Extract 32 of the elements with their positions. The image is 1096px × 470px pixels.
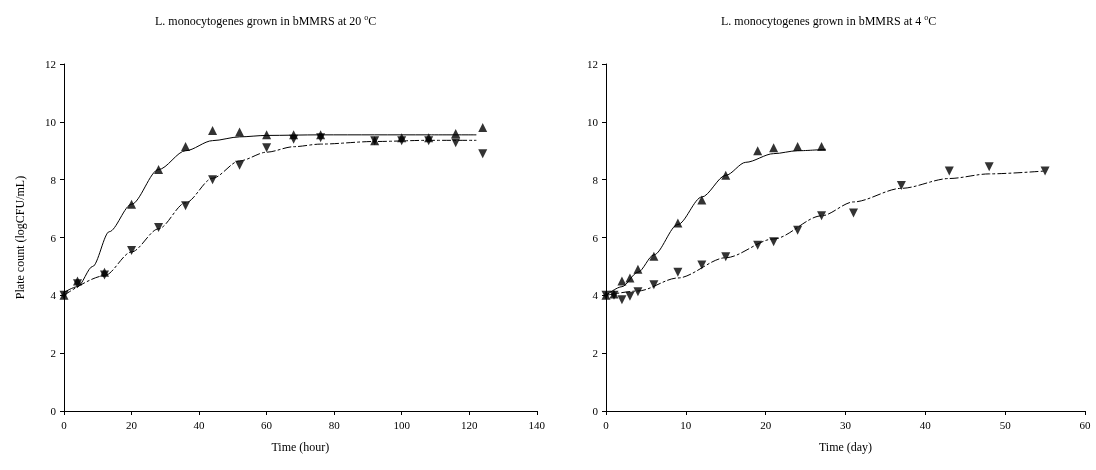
x-axis-title: Time (day)	[818, 440, 873, 454]
y-tick-label: 0	[50, 405, 57, 417]
x-tick-label: 20	[760, 418, 772, 431]
x-axis-title: Time (hour)	[271, 440, 330, 454]
x-tick-label: 60	[1079, 418, 1091, 431]
x-tick-label: 40	[919, 418, 932, 431]
x-tick-label: 120	[460, 418, 478, 431]
x-tick-label: 0	[61, 418, 68, 431]
y-axis-title: Plate count (logCFU/mL)	[13, 175, 27, 300]
y-tick-label: 2	[50, 347, 56, 360]
x-tick-label: 10	[680, 418, 692, 431]
x-tick-label: 50	[999, 418, 1012, 431]
x-tick-label: 30	[840, 418, 852, 431]
y-tick-label: 10	[45, 115, 57, 128]
y-tick-label: 6	[50, 231, 57, 244]
y-tick-label: 0	[592, 405, 599, 417]
y-tick-label: 4	[592, 289, 599, 302]
y-tick-label: 12	[587, 58, 598, 70]
y-tick-label: 8	[592, 173, 599, 186]
x-tick-label: 60	[261, 418, 273, 431]
y-tick-label: 12	[45, 58, 56, 70]
x-tick-label: 140	[528, 418, 546, 431]
x-tick-label: 100	[393, 418, 411, 431]
x-tick-label: 20	[126, 418, 138, 431]
x-tick-label: 40	[193, 418, 206, 431]
y-tick-label: 8	[50, 173, 57, 186]
x-tick-label: 80	[328, 418, 341, 431]
x-tick-label: 0	[603, 418, 610, 431]
y-tick-label: 2	[592, 347, 598, 360]
y-tick-label: 10	[587, 115, 599, 128]
y-tick-label: 6	[592, 231, 599, 244]
y-tick-label: 4	[50, 289, 57, 302]
